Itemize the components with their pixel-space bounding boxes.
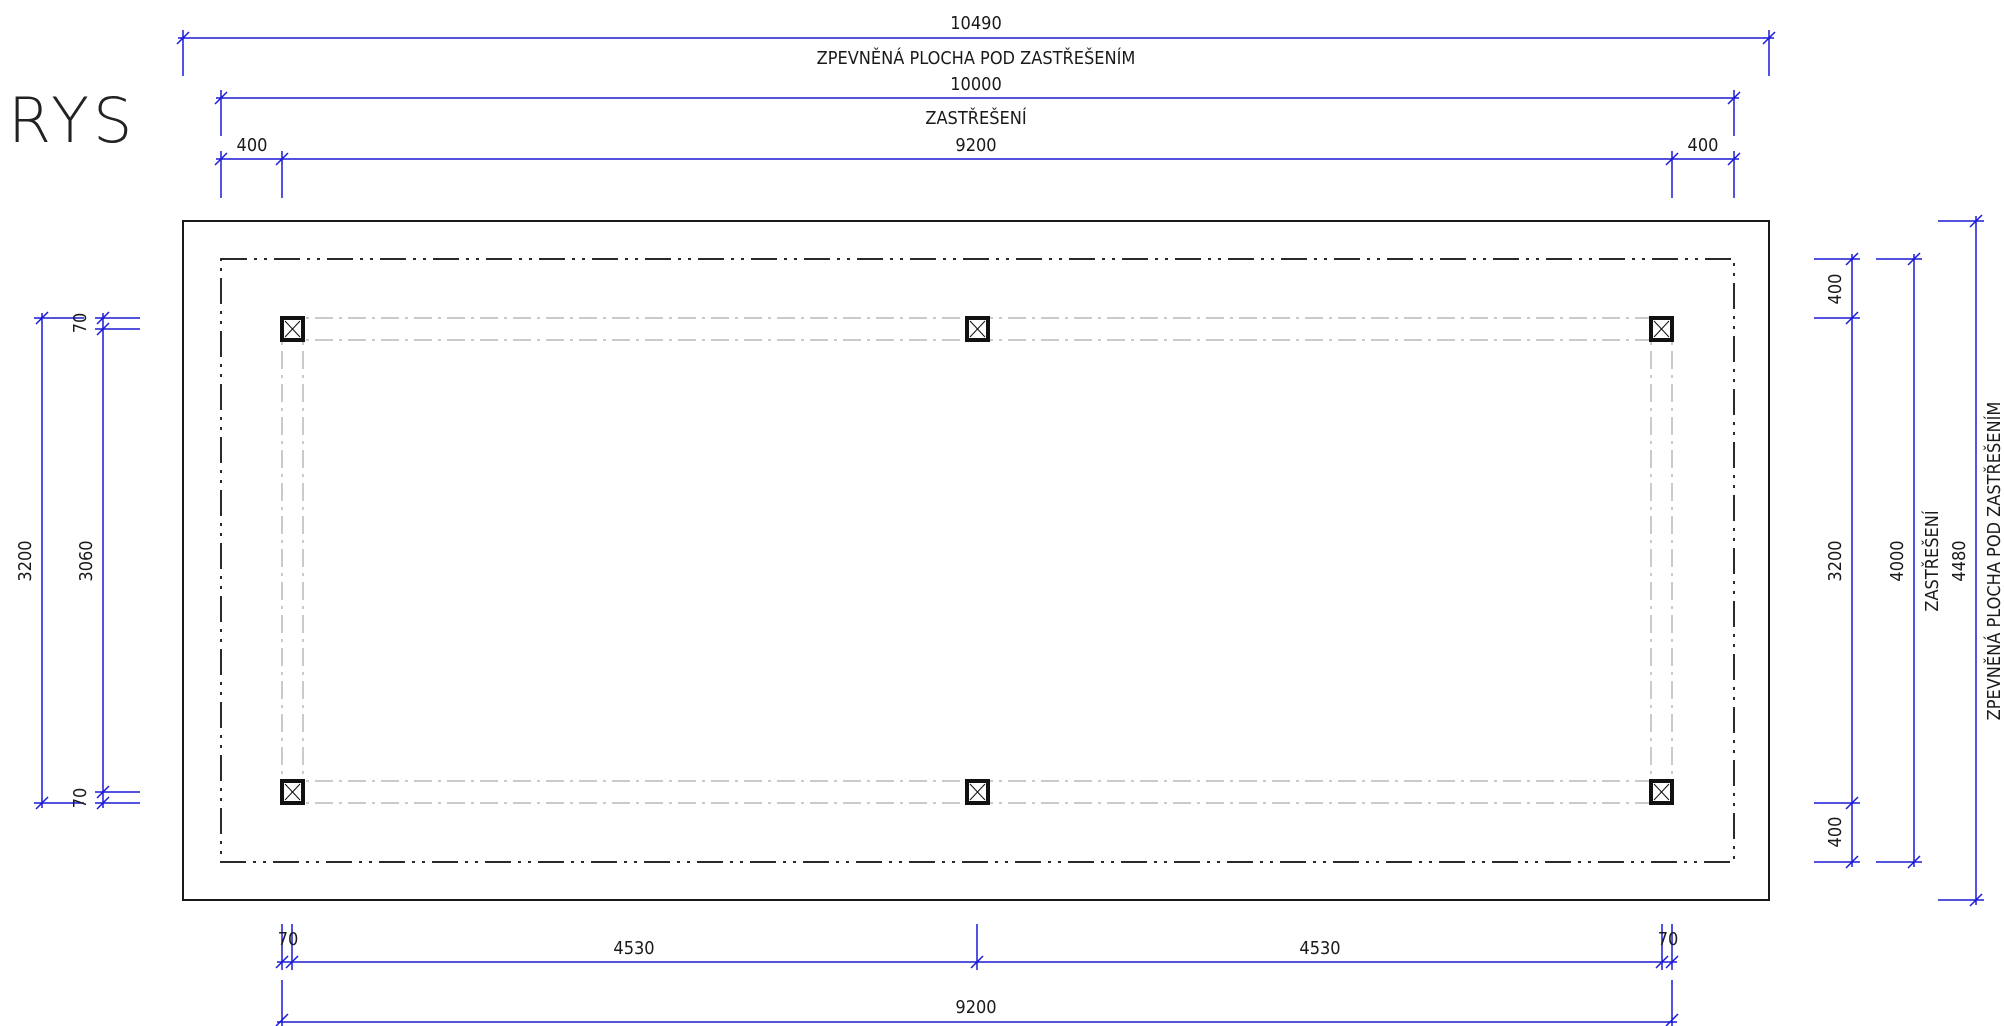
dim-right-span: 3200 [1825, 540, 1846, 581]
dim-bottom-right-offset: 70 [1658, 929, 1679, 950]
dim-top-overall-label: ZPEVNĚNÁ PLOCHA POD ZASTŘEŠENÍM [817, 47, 1136, 69]
dim-top-left-overhang: 400 [237, 135, 268, 156]
dim-right-roof-label: ZASTŘEŠENÍ [1921, 510, 1943, 611]
column-bottom-left-icon [280, 779, 305, 805]
dim-left-top-offset: 70 [70, 313, 91, 334]
dim-top-roof-label: ZASTŘEŠENÍ [925, 107, 1026, 129]
dim-bottom-right-span: 4530 [1299, 938, 1340, 959]
column-bottom-right-icon [1649, 779, 1674, 805]
column-top-right-icon [1649, 316, 1674, 342]
dim-top-roof-value: 10000 [950, 74, 1002, 95]
dim-right-overall-value: 4480 [1949, 540, 1970, 581]
dim-top-right-overhang: 400 [1688, 135, 1719, 156]
roof-outline [220, 258, 1735, 863]
beam-lines [281, 317, 1673, 804]
column-bottom-middle-icon [965, 779, 990, 805]
dimension-lines [34, 30, 1984, 1026]
dim-bottom-left-offset: 70 [278, 929, 299, 950]
dim-right-bottom-overhang: 400 [1825, 817, 1846, 848]
dim-right-roof-value: 4000 [1887, 540, 1908, 581]
dim-right-overall-label: ZPEVNĚNÁ PLOCHA POD ZASTŘEŠENÍM [1983, 402, 2004, 721]
paved-area-outline [182, 220, 1770, 901]
dim-bottom-overall: 9200 [955, 997, 996, 1018]
dim-top-span: 9200 [955, 135, 996, 156]
dim-left-inner: 3060 [76, 540, 97, 581]
dim-left-overall: 3200 [15, 540, 36, 581]
dim-right-top-overhang: 400 [1825, 274, 1846, 305]
dim-top-overall-value: 10490 [950, 13, 1002, 34]
plan-title: RYS [8, 84, 136, 157]
dim-bottom-left-span: 4530 [613, 938, 654, 959]
dim-left-bottom-offset: 70 [70, 788, 91, 809]
column-top-left-icon [280, 316, 305, 342]
column-top-middle-icon [965, 316, 990, 342]
columns [280, 316, 1674, 805]
